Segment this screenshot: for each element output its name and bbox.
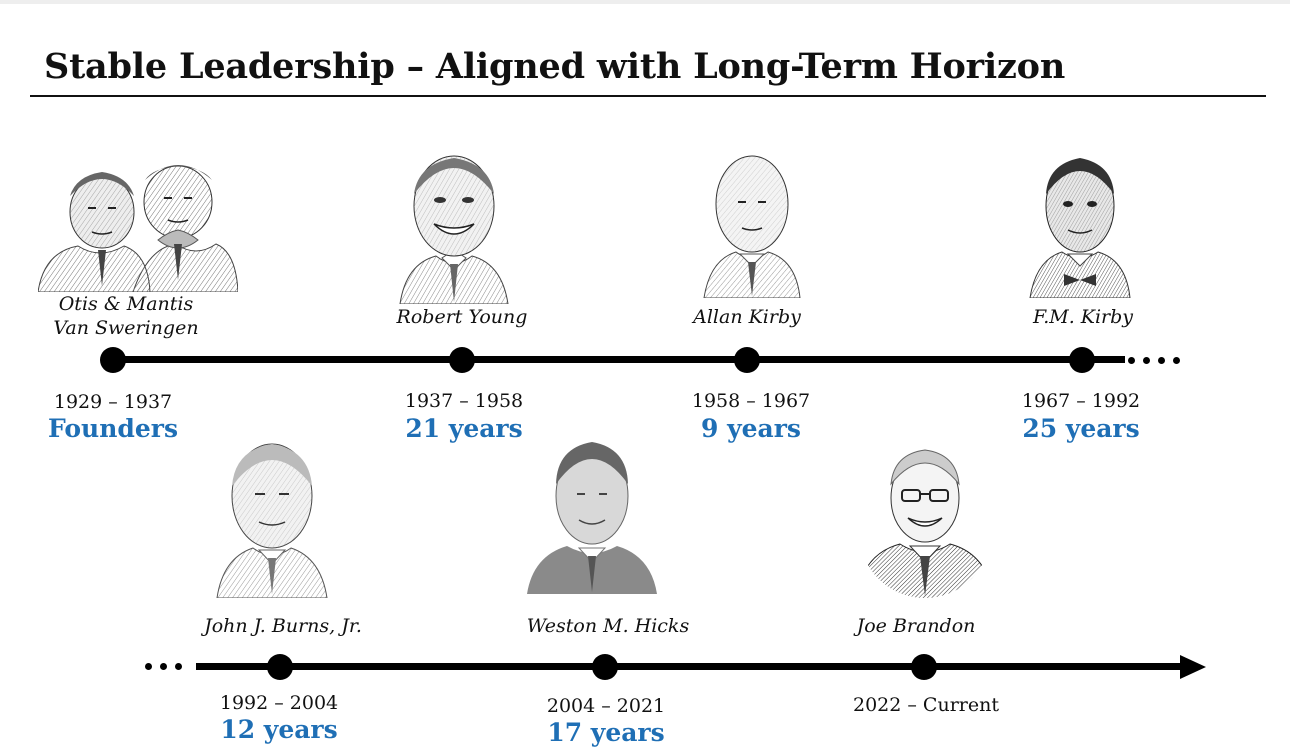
name-line: Van Sweringen [53,317,199,339]
leader-years: 2022 – Current [853,694,999,716]
leader-tenure: 9 years [701,414,801,443]
leader-years: 1958 – 1967 [691,390,811,412]
timeline-node [592,654,618,680]
timeline-line-bottom [196,663,1182,670]
timeline-node [100,347,126,373]
leader-tenure: Founders [47,414,179,443]
portrait-fm-kirby [1028,150,1132,298]
leader-tenure: 17 years [547,718,665,747]
timeline-line-top [113,356,1125,363]
top-border [0,0,1290,4]
leader-name-van-sweringen: Otis & Mantis Van Sweringen [53,292,198,340]
leader-tenure: 12 years [220,715,338,744]
leader-name-john-burns: John J. Burns, Jr. [204,615,362,637]
continuation-dots-bottom [145,663,182,670]
leader-name-joe-brandon: Joe Brandon [856,615,976,637]
leader-name-fm-kirby: F.M. Kirby [1032,306,1134,328]
leader-tenure: 25 years [1022,414,1140,443]
leader-name-allan-kirby: Allan Kirby [693,306,801,328]
timeline-node [734,347,760,373]
portrait-robert-young [398,146,510,304]
timeline-node [1069,347,1095,373]
page-title: Stable Leadership – Aligned with Long-Te… [44,46,1066,87]
leader-tenure: 21 years [405,414,523,443]
timeline-arrow-icon [1180,655,1206,679]
leader-name-robert-young: Robert Young [396,306,528,328]
timeline-node [911,654,937,680]
leader-years: 1929 – 1937 [53,391,173,413]
portrait-weston-hicks [527,436,657,594]
leader-years: 1937 – 1958 [404,390,524,412]
continuation-dots-top [1128,357,1180,364]
leader-name-weston-hicks: Weston M. Hicks [526,615,690,637]
portrait-joe-brandon [856,444,994,600]
timeline-node [449,347,475,373]
leader-years: 1992 – 2004 [219,692,339,714]
portrait-van-sweringen [38,140,238,292]
timeline-node [267,654,293,680]
portrait-allan-kirby [700,148,804,298]
leader-years: 1967 – 1992 [1021,390,1141,412]
portrait-john-burns [215,434,329,598]
leader-years: 2004 – 2021 [546,695,666,717]
name-line: Otis & Mantis [58,293,194,315]
title-underline [30,95,1266,97]
